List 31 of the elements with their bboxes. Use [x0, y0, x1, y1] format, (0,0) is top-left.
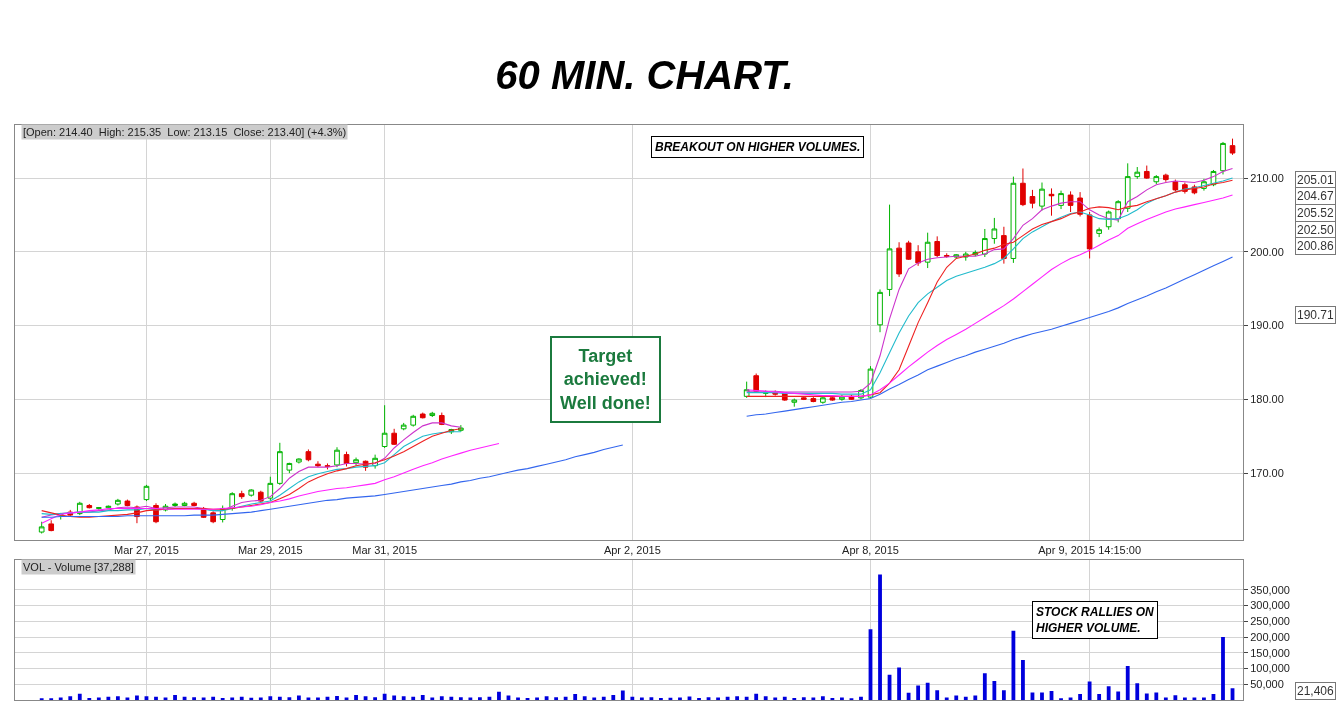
y-tick-label: 200.00	[1250, 245, 1284, 258]
text: 202.50	[1297, 223, 1335, 237]
text: 205.01	[1297, 173, 1335, 187]
y-tick-label: 250,000	[1250, 615, 1290, 628]
x-tick-label: Mar 31, 2015	[352, 544, 418, 557]
y-tick-label: 180.00	[1250, 393, 1284, 406]
text: 200.86	[1297, 239, 1335, 253]
y-tick-label: 210.00	[1250, 171, 1284, 184]
text: 205.52	[1297, 206, 1335, 220]
x-tick-label: Mar 29, 2015	[237, 544, 303, 557]
x-tick-label: Apr 2, 2015	[603, 544, 661, 557]
annotation: VOL - Volume [37,288]	[23, 561, 134, 573]
y-tick-label: 170.00	[1250, 466, 1284, 479]
annotation: STOCK RALLIES ON HIGHER VOLUME.	[1036, 605, 1155, 635]
text: 190.71	[1297, 308, 1335, 322]
x-tick-label: Apr 8, 2015	[842, 544, 899, 557]
y-tick-label: 190.00	[1250, 319, 1284, 332]
x-tick-label: Mar 27, 2015	[114, 544, 179, 557]
text: 21,406	[1297, 684, 1335, 698]
annotation: BREAKOUT ON HIGHER VOLUMES.	[655, 140, 861, 154]
chart-title: 60 MIN. CHART.	[495, 53, 794, 98]
y-tick-label: 100,000	[1250, 662, 1290, 675]
annotation: [Open: 214.40 High: 215.35 Low: 213.15 Close: 213.40] (+4.3%)	[23, 126, 347, 138]
annotation: Target achieved! Well done!	[560, 346, 651, 413]
y-tick-label: 150,000	[1250, 646, 1290, 659]
y-tick-label: 300,000	[1250, 599, 1290, 612]
x-tick-label: Apr 9, 2015 14:15:00	[1038, 544, 1141, 557]
y-tick-label: 350,000	[1250, 583, 1290, 596]
y-tick-label: 50,000	[1250, 678, 1284, 691]
text: 204.67	[1297, 189, 1335, 203]
y-tick-label: 200,000	[1250, 630, 1290, 643]
